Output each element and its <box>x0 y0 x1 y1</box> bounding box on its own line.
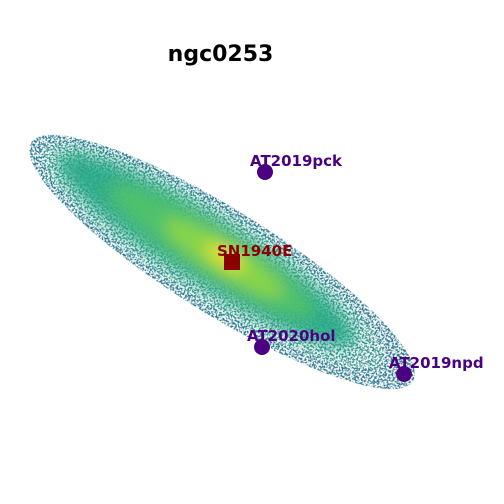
marker-at2019pck <box>257 164 273 180</box>
marker-label-at2019npd: AT2019npd <box>389 354 484 372</box>
marker-sn1940e <box>224 254 240 270</box>
marker-label-at2020hol: AT2020hol <box>247 327 336 345</box>
marker-label-sn1940e: SN1940E <box>217 242 292 260</box>
marker-at2019npd <box>396 366 412 382</box>
marker-at2020hol <box>254 339 270 355</box>
figure-title: ngc0253 <box>167 42 274 67</box>
marker-label-at2019pck: AT2019pck <box>250 152 343 170</box>
